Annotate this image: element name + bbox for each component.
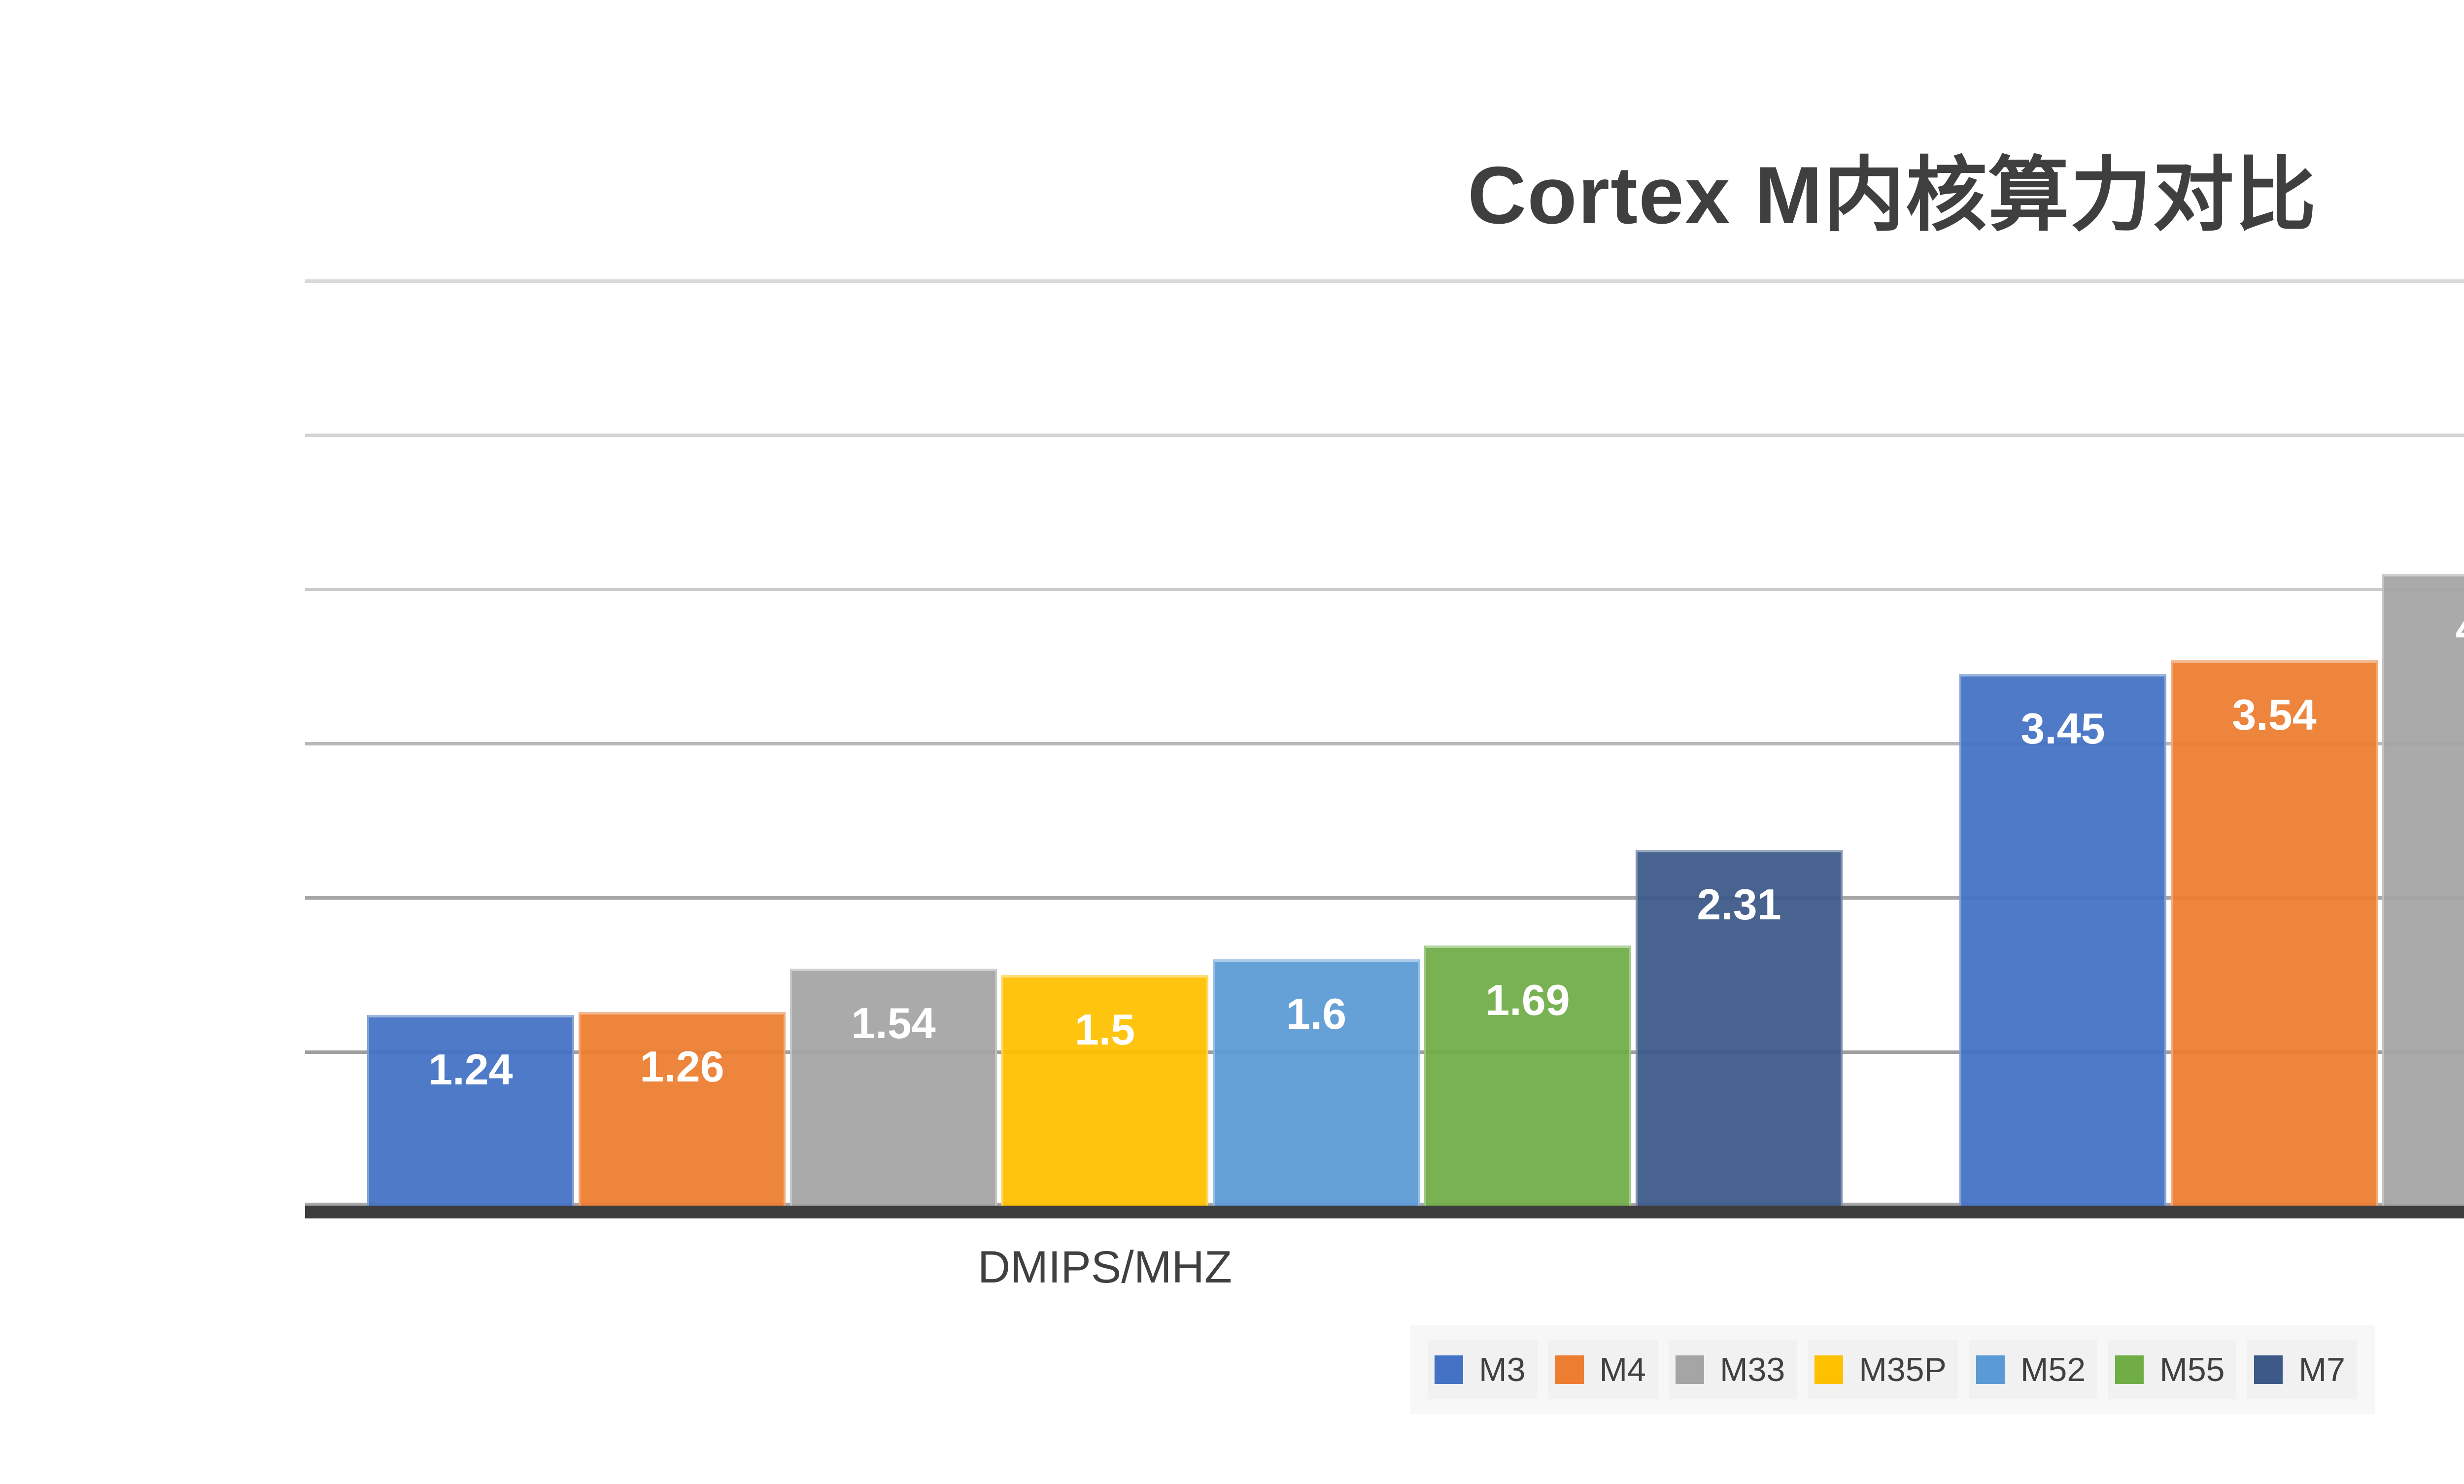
bar-data-label: 2.31	[1697, 879, 1781, 929]
bar-m33-coremark-mhz: 4.1	[2382, 573, 2464, 1206]
bar-m3-coremark-mhz: 3.45	[1959, 674, 2166, 1206]
legend-item-m52: M52	[1969, 1340, 2098, 1399]
y-gridline	[305, 434, 2464, 437]
x-axis-category-label: DMIPS/MHZ	[977, 1242, 1232, 1292]
legend-item-m35p: M35P	[1808, 1340, 1958, 1399]
legend-item-m3: M3	[1428, 1340, 1538, 1399]
bar-m33-dmips-mhz: 1.54	[790, 968, 997, 1206]
legend-swatch-icon	[2115, 1355, 2144, 1384]
legend-label: M4	[1599, 1351, 1646, 1388]
legend-label: M33	[1719, 1351, 1785, 1388]
legend-swatch-icon	[1675, 1355, 1704, 1384]
bar-data-label: 4.1	[2384, 604, 2464, 654]
bar-data-label: 1.6	[1286, 989, 1347, 1039]
legend-label: M52	[2020, 1351, 2086, 1388]
legend-item-m7: M7	[2247, 1340, 2357, 1399]
y-gridline	[305, 742, 2464, 745]
legend-swatch-icon	[2254, 1355, 2283, 1384]
legend-item-m4: M4	[1548, 1340, 1658, 1399]
bar-data-label: 1.69	[1485, 976, 1570, 1025]
legend-label: M55	[2159, 1351, 2225, 1388]
bar-m55-dmips-mhz: 1.69	[1424, 945, 1631, 1206]
legend-label: M3	[1479, 1351, 1526, 1388]
bar-data-label: 1.5	[1074, 1005, 1135, 1054]
bar-data-label: 3.45	[2020, 704, 2105, 753]
legend-box: M3 M4 M33 M35P M52 M55 M7	[1410, 1325, 2375, 1414]
chart-title: Cortex M内核算力对比	[1468, 150, 2317, 240]
bar-m4-dmips-mhz: 1.26	[579, 1012, 786, 1206]
x-axis-category-label: COREMARK/MHZ	[2352, 1242, 2464, 1293]
bar-data-label: 1.24	[428, 1045, 513, 1094]
bar-m7-dmips-mhz: 2.31	[1636, 849, 1843, 1206]
legend-label: M35P	[1859, 1351, 1947, 1388]
bar-m52-dmips-mhz: 1.6	[1213, 959, 1420, 1206]
legend-swatch-icon	[1435, 1355, 1464, 1384]
legend-label: M7	[2298, 1351, 2345, 1388]
bar-m3-dmips-mhz: 1.24	[367, 1014, 574, 1206]
bar-data-label: 1.26	[640, 1042, 724, 1091]
y-gridline	[305, 279, 2464, 283]
legend-item-m55: M55	[2108, 1340, 2237, 1399]
bar-m4-coremark-mhz: 3.54	[2171, 660, 2378, 1206]
legend: M3 M4 M33 M35P M52 M55 M7	[0, 1325, 2464, 1414]
bar-data-label: 3.54	[2232, 690, 2317, 739]
legend-swatch-icon	[1976, 1355, 2005, 1384]
legend-item-m33: M33	[1668, 1340, 1797, 1399]
y-gridline	[305, 896, 2464, 900]
x-axis-line	[305, 1206, 2464, 1218]
legend-swatch-icon	[1555, 1355, 1584, 1384]
y-gridline	[305, 588, 2464, 591]
bar-data-label: 1.54	[851, 998, 936, 1047]
legend-swatch-icon	[1814, 1355, 1844, 1384]
bar-m35p-dmips-mhz: 1.5	[1001, 975, 1208, 1206]
